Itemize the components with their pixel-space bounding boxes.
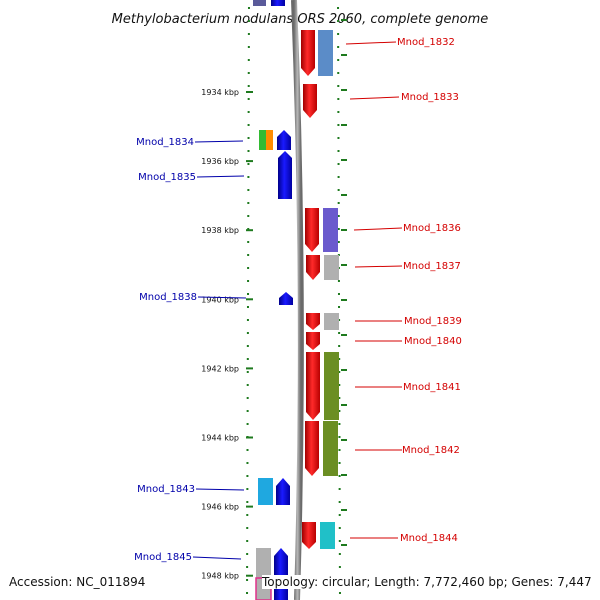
gene-mnod-1836[interactable] xyxy=(305,208,319,252)
gene-mnod-1839[interactable] xyxy=(306,313,320,330)
cog-mnod-1843 xyxy=(258,478,273,505)
genes xyxy=(253,0,339,600)
callout-line-mnod-1836 xyxy=(353,227,403,231)
gene-mnod-1837[interactable] xyxy=(306,255,320,280)
scale-label: 1934 kbp xyxy=(201,88,239,97)
gene-mnod-1842[interactable] xyxy=(305,421,319,476)
scale-label: 1942 kbp xyxy=(201,364,239,373)
cog-mnod-1841 xyxy=(324,352,339,420)
gene-label-mnod-1844[interactable]: Mnod_1844 xyxy=(400,533,458,544)
cog-mnod-1832 xyxy=(318,30,333,76)
gene-mnod-1834[interactable] xyxy=(277,130,291,150)
gene-label-mnod-1835[interactable]: Mnod_1835 xyxy=(138,172,196,183)
gene-mnod-top-right[interactable] xyxy=(271,0,285,6)
gene-label-mnod-1834[interactable]: Mnod_1834 xyxy=(136,137,194,148)
callout-line-mnod-1835 xyxy=(196,175,245,178)
scale-label: 1936 kbp xyxy=(201,157,239,166)
cog-mnod-1839 xyxy=(324,313,339,330)
scale-label: 1946 kbp xyxy=(201,503,239,512)
scale-label: 1940 kbp xyxy=(201,295,239,304)
gene-label-mnod-1839[interactable]: Mnod_1839 xyxy=(404,316,462,327)
cog-mnod-1844 xyxy=(320,522,335,549)
gene-label-mnod-1838[interactable]: Mnod_1838 xyxy=(139,292,197,303)
scale-label: 1944 kbp xyxy=(201,434,239,443)
scale-label: 1948 kbp xyxy=(201,572,239,581)
gene-mnod-1844[interactable] xyxy=(302,522,316,549)
cog-mnod-1834-a xyxy=(259,130,266,150)
gene-mnod-top-left[interactable] xyxy=(253,0,266,6)
gene-label-mnod-1845[interactable]: Mnod_1845 xyxy=(134,552,192,563)
callout-line-mnod-1837 xyxy=(354,265,403,268)
gene-label-mnod-1840[interactable]: Mnod_1840 xyxy=(404,336,462,347)
gene-mnod-1843[interactable] xyxy=(276,478,290,505)
callout-line-mnod-1834 xyxy=(194,140,244,143)
map-title: Methylobacterium nodulans ORS 2060, comp… xyxy=(112,12,489,27)
gene-callouts: Mnod_1832 Mnod_1833 Mnod_1836 Mnod_1837 … xyxy=(134,37,462,563)
gene-mnod-1835[interactable] xyxy=(278,151,292,199)
callout-line-mnod-1833 xyxy=(349,96,400,100)
genome-backbone xyxy=(291,0,304,600)
gene-label-mnod-1833[interactable]: Mnod_1833 xyxy=(401,92,459,103)
gene-label-mnod-1836[interactable]: Mnod_1836 xyxy=(403,223,461,234)
scale-labels: 1934 kbp 1936 kbp 1938 kbp 1940 kbp 1942 kbp… xyxy=(201,88,253,581)
cog-mnod-1842 xyxy=(323,421,338,476)
gene-mnod-1832[interactable] xyxy=(301,30,315,76)
gene-label-mnod-1832[interactable]: Mnod_1832 xyxy=(397,37,455,48)
gene-mnod-1840[interactable] xyxy=(306,332,320,350)
scale-label: 1938 kbp xyxy=(201,226,239,235)
gene-label-mnod-1841[interactable]: Mnod_1841 xyxy=(403,382,461,393)
cog-mnod-1834-b xyxy=(266,130,273,150)
gene-mnod-1838[interactable] xyxy=(279,292,293,305)
track-ticks xyxy=(246,7,347,594)
gene-label-mnod-1843[interactable]: Mnod_1843 xyxy=(137,484,195,495)
callout-line-mnod-1845 xyxy=(192,556,242,560)
cog-mnod-1845 xyxy=(256,548,271,600)
gene-mnod-1845[interactable] xyxy=(274,548,288,600)
callout-line-mnod-1832 xyxy=(345,41,397,45)
gene-mnod-1833[interactable] xyxy=(303,84,317,118)
callout-line-mnod-1838 xyxy=(197,296,247,299)
cog-mnod-1837 xyxy=(324,255,339,280)
cog-mnod-1836 xyxy=(323,208,338,252)
accession-text: Accession: NC_011894 xyxy=(9,575,146,589)
gene-label-mnod-1842[interactable]: Mnod_1842 xyxy=(402,445,460,456)
gene-mnod-1841[interactable] xyxy=(306,352,320,420)
topology-text: Topology: circular; Length: 7,772,460 bp… xyxy=(262,575,592,589)
gene-label-mnod-1837[interactable]: Mnod_1837 xyxy=(403,261,461,272)
callout-line-mnod-1843 xyxy=(195,488,245,491)
